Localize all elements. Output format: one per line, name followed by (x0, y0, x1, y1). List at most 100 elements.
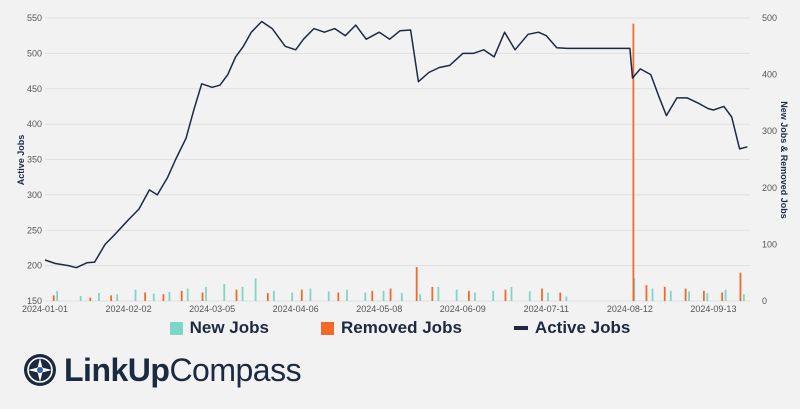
x-tick-label: 2024-03-05 (189, 304, 235, 314)
new-jobs-bar (547, 292, 549, 301)
removed-jobs-bar (559, 292, 562, 301)
new-jobs-bar (492, 290, 495, 301)
new-jobs-bar (419, 294, 421, 301)
left-tick-label: 450 (27, 84, 42, 94)
compass-icon (24, 354, 56, 386)
x-tick-label: 2024-05-08 (356, 304, 402, 314)
new-jobs-bar (688, 291, 690, 301)
new-jobs-bar (474, 292, 476, 301)
left-tick-label: 400 (27, 119, 42, 129)
new-jobs-bar (309, 288, 312, 301)
right-axis-title: New Jobs & Removed Jobs (779, 101, 789, 219)
new-jobs-bar (706, 293, 709, 301)
new-jobs-bar (528, 291, 531, 301)
new-jobs-bar (134, 289, 137, 301)
removed-jobs-bar (504, 289, 507, 301)
x-tick-label: 2024-08-12 (607, 304, 653, 314)
new-jobs-bar (272, 290, 275, 301)
removed-jobs-bar (721, 292, 724, 301)
new-jobs-bar (98, 293, 100, 301)
legend-item-removed-jobs: Removed Jobs (320, 318, 462, 338)
logo-wordmark-linkup: LinkUp (64, 351, 170, 388)
legend-label-active-jobs: Active Jobs (534, 318, 631, 337)
new-jobs-bar (186, 288, 189, 301)
active-jobs-line-group (44, 20, 748, 269)
legend: New Jobs Removed Jobs Active Jobs (0, 318, 800, 338)
left-axis-title: Active Jobs (16, 135, 26, 186)
left-tick-label: 150 (27, 296, 42, 306)
removed-jobs-bar (201, 292, 204, 301)
removed-jobs-bar (684, 288, 687, 301)
removed-jobs-bar (431, 286, 434, 301)
new-jobs-bar (510, 286, 513, 301)
removed-jobs-bar (739, 272, 742, 301)
new-jobs-bar (651, 288, 654, 301)
new-jobs-bar (346, 289, 348, 301)
removed-jobs-bar (300, 289, 303, 301)
left-tick-label: 200 (27, 261, 42, 271)
removed-jobs-bar (235, 289, 238, 301)
active-jobs-line (44, 20, 748, 269)
removed-jobs-bar (632, 23, 635, 301)
x-tick-label: 2024-07-11 (524, 304, 569, 314)
x-tick-label: 2024-06-09 (440, 304, 486, 314)
new-jobs-bar (241, 286, 244, 301)
removed-jobs-bar (371, 290, 374, 301)
removed-jobs-bar (468, 290, 470, 301)
new-jobs-bar (79, 295, 82, 301)
new-jobs-bar (223, 284, 226, 301)
removed-jobs-bar (389, 288, 392, 301)
left-tick-label: 350 (27, 155, 42, 165)
right-tick-label: 0 (762, 296, 767, 306)
left-tick-label: 500 (27, 48, 42, 58)
x-tick-label: 2024-04-06 (273, 304, 319, 314)
removed-jobs-bar (645, 285, 648, 301)
legend-label-new-jobs: New Jobs (189, 318, 269, 337)
active-jobs-swatch (513, 326, 528, 330)
legend-item-active-jobs: Active Jobs (513, 318, 631, 338)
removed-jobs-bar (144, 292, 147, 301)
new-jobs-bar (168, 291, 171, 301)
new-jobs-bar (254, 278, 257, 301)
removed-jobs-bar (703, 290, 705, 301)
right-tick-label: 500 (762, 13, 777, 23)
new-jobs-bar (565, 296, 568, 301)
removed-jobs-bar (162, 294, 165, 301)
removed-jobs-bar (180, 290, 183, 301)
new-jobs-bar (327, 291, 330, 301)
new-jobs-bar (724, 289, 727, 301)
chart: 150 200 250 300 350 400 450 500 550 0 100 200 300 40… (16, 13, 789, 314)
new-jobs-bar (56, 290, 59, 301)
legend-label-removed-jobs: Removed Jobs (340, 318, 462, 337)
new-jobs-bar (400, 293, 403, 301)
right-axis-ticks: 0 100 200 300 400 500 (762, 13, 777, 306)
removed-jobs-bar (541, 288, 543, 301)
right-tick-label: 300 (762, 126, 777, 136)
new-jobs-bar (455, 289, 458, 301)
removed-jobs-bar (52, 295, 55, 301)
right-tick-label: 100 (762, 239, 777, 249)
logo-wordmark-compass: Compass (169, 351, 302, 388)
x-axis-ticks: 2024-01-01 2024-02-02 2024-03-05 2024-04-06… (22, 304, 736, 314)
new-jobs-bar (116, 294, 119, 301)
new-jobs-bar (382, 290, 385, 301)
new-jobs-bar (291, 292, 294, 301)
new-jobs-bar (364, 292, 367, 301)
left-tick-label: 550 (27, 13, 42, 23)
removed-jobs-swatch (320, 321, 334, 335)
removed-jobs-bar (266, 293, 269, 301)
linkup-compass-logo: LinkUp Compass (22, 350, 302, 390)
legend-item-new-jobs: New Jobs (169, 318, 269, 338)
removed-jobs-bar (663, 286, 666, 301)
x-tick-label: 2024-09-13 (690, 304, 736, 314)
removed-jobs-bar (110, 295, 113, 301)
removed-jobs-bar (415, 267, 418, 301)
new-jobs-bar (742, 294, 745, 301)
bars (52, 23, 745, 301)
left-axis-ticks: 150 200 250 300 350 400 450 500 550 (27, 13, 42, 306)
removed-jobs-bar (89, 297, 92, 301)
new-jobs-bar (437, 286, 440, 301)
new-jobs-swatch (169, 321, 183, 335)
new-jobs-bar (205, 286, 207, 301)
left-tick-label: 250 (27, 225, 42, 235)
